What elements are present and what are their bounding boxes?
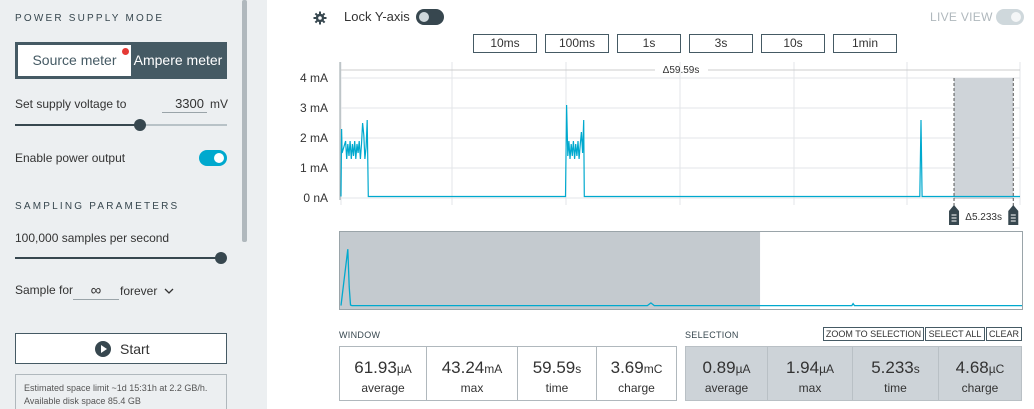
toggle-knob — [214, 153, 224, 163]
sample-unit-value: forever — [120, 284, 158, 298]
y-tick-label: 2 mA — [300, 131, 328, 145]
live-view-label: LIVE VIEW — [930, 10, 993, 24]
window-charge-value: 3.69 — [610, 358, 644, 377]
sample-duration-input[interactable] — [73, 282, 119, 300]
voltage-unit: mV — [210, 97, 228, 111]
zoom-1s-button[interactable]: 1s — [617, 34, 681, 53]
sampling-parameters-title: SAMPLING PARAMETERS — [15, 201, 180, 212]
selection-average-cell: 0.89µA average — [685, 346, 768, 401]
sample-unit-select[interactable]: forever — [120, 284, 174, 298]
selection-max-unit: µA — [819, 362, 834, 376]
window-max-caption: max — [460, 381, 484, 395]
zoom-100ms-button[interactable]: 100ms — [545, 34, 609, 53]
samples-per-second-label: 100,000 samples per second — [15, 231, 170, 245]
start-button[interactable]: Start — [15, 333, 227, 364]
zoom-10s-button[interactable]: 10s — [761, 34, 825, 53]
chart-grid — [339, 62, 1021, 205]
selection-time-value: 5.233 — [871, 358, 914, 377]
lock-y-axis-toggle[interactable] — [416, 9, 444, 25]
panel-divider — [255, 0, 267, 409]
selection-average-value: 0.89 — [702, 358, 736, 377]
y-tick-label: 4 mA — [300, 71, 328, 85]
selection-time-caption: time — [884, 381, 907, 395]
window-time-value: 59.59 — [532, 358, 576, 377]
window-max-value: 43.24 — [441, 358, 485, 377]
voltage-slider-track[interactable] — [15, 124, 140, 126]
window-max-cell: 43.24mA max — [426, 346, 518, 401]
window-max-unit: mA — [484, 362, 503, 376]
overview-viewport[interactable] — [340, 232, 761, 309]
current-trace — [340, 104, 1020, 198]
lock-y-axis-label: Lock Y-axis — [344, 9, 410, 24]
zoom-10ms-button[interactable]: 10ms — [473, 34, 537, 53]
mode-switch: Source meter Ampere meter — [15, 42, 227, 79]
window-charge-unit: mC — [643, 362, 663, 376]
selection-region[interactable] — [954, 78, 1014, 199]
play-icon — [95, 341, 111, 357]
window-time-cell: 59.59s time — [517, 346, 597, 401]
zoom-1min-button[interactable]: 1min — [833, 34, 897, 53]
selection-left-handle[interactable] — [949, 205, 960, 225]
overview-trace — [340, 249, 1022, 307]
current-chart[interactable]: 4 mA 3 mA 2 mA 1 mA 0 nA Δ59.59s Δ5.233s — [0, 0, 1034, 230]
sample-for-label: Sample for — [15, 283, 74, 297]
selection-max-caption: max — [798, 381, 822, 395]
window-duration-label: Δ59.59s — [663, 65, 700, 76]
disk-space-info: Estimated space limit ~1d 15:31h at 2.2 … — [15, 374, 227, 409]
window-charge-cell: 3.69mC charge — [596, 346, 677, 401]
selection-charge-cell: 4.68µC charge — [938, 346, 1022, 401]
notification-dot — [122, 48, 129, 55]
sample-rate-slider-handle[interactable] — [215, 252, 227, 264]
toggle-knob — [1011, 12, 1021, 22]
zoom-to-selection-button[interactable]: ZOOM TO SELECTION — [823, 327, 924, 341]
select-all-button[interactable]: SELECT ALL — [925, 327, 985, 341]
selection-max-cell: 1.94µA max — [767, 346, 853, 401]
selection-charge-unit: µC — [988, 362, 1005, 376]
voltage-slider-rail[interactable] — [140, 124, 227, 126]
selection-charge-value: 4.68 — [955, 358, 989, 377]
scrollbar-thumb[interactable] — [242, 0, 247, 242]
selection-max-value: 1.94 — [785, 358, 820, 377]
enable-output-toggle[interactable] — [199, 150, 227, 166]
y-tick-label: 0 nA — [303, 191, 328, 205]
selection-right-handle[interactable] — [1008, 205, 1019, 225]
window-average-caption: average — [361, 381, 405, 395]
ampere-meter-button[interactable]: Ampere meter — [133, 52, 223, 68]
clear-button[interactable]: CLEAR — [986, 327, 1022, 341]
overview-chart[interactable] — [339, 231, 1023, 313]
chevron-down-icon — [164, 288, 174, 294]
window-title: WINDOW — [339, 330, 381, 340]
selection-average-caption: average — [704, 381, 749, 395]
voltage-input[interactable] — [162, 95, 207, 113]
start-label: Start — [120, 341, 150, 357]
selection-title: SELECTION — [685, 330, 739, 340]
window-charge-caption: charge — [618, 381, 655, 395]
voltage-label: Set supply voltage to — [15, 97, 127, 111]
window-average-value: 61.93 — [354, 358, 397, 377]
power-supply-mode-title: POWER SUPPLY MODE — [15, 13, 165, 24]
gear-icon[interactable] — [313, 11, 327, 25]
sidebar-scrollbar[interactable] — [241, 0, 255, 409]
window-time-unit: s — [575, 362, 582, 376]
y-tick-label: 3 mA — [300, 101, 328, 115]
enable-output-label: Enable power output — [15, 151, 126, 165]
selection-time-cell: 5.233s time — [852, 346, 939, 401]
selection-time-unit: s — [913, 362, 920, 376]
source-meter-label: Source meter — [32, 52, 117, 68]
selection-duration-label: Δ5.233s — [965, 212, 1002, 223]
toggle-knob — [419, 12, 429, 22]
selection-average-unit: µA — [735, 362, 751, 376]
voltage-slider-handle[interactable] — [134, 119, 146, 131]
y-tick-label: 1 mA — [300, 161, 328, 175]
y-axis-labels: 4 mA 3 mA 2 mA 1 mA 0 nA — [300, 71, 328, 205]
window-time-caption: time — [545, 381, 569, 395]
source-meter-button[interactable]: Source meter — [18, 45, 131, 76]
window-average-unit: µA — [396, 362, 412, 376]
live-view-toggle[interactable] — [996, 9, 1024, 25]
selection-charge-caption: charge — [961, 381, 999, 395]
sidebar: POWER SUPPLY MODE Source meter Ampere me… — [0, 0, 241, 409]
zoom-3s-button[interactable]: 3s — [689, 34, 753, 53]
sample-rate-slider-track[interactable] — [15, 257, 221, 259]
window-average-cell: 61.93µA average — [339, 346, 427, 401]
